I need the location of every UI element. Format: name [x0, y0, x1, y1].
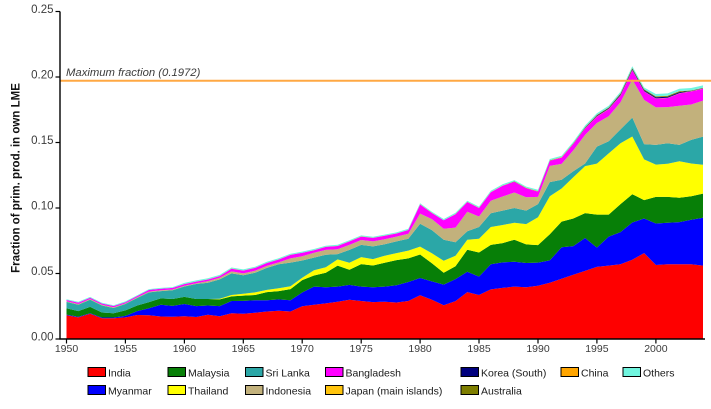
svg-text:China: China	[581, 368, 609, 380]
svg-text:Australia: Australia	[481, 386, 522, 398]
svg-text:Others: Others	[643, 368, 675, 380]
svg-text:Sri Lanka: Sri Lanka	[266, 368, 311, 380]
svg-text:Fraction of prim. prod. in own: Fraction of prim. prod. in own LME	[11, 83, 23, 273]
svg-text:Malaysia: Malaysia	[188, 368, 230, 380]
svg-text:0.20: 0.20	[31, 70, 53, 82]
svg-text:Maximum fraction (0.1972): Maximum fraction (0.1972)	[66, 67, 201, 79]
svg-text:0.10: 0.10	[31, 201, 53, 213]
svg-text:1970: 1970	[291, 343, 315, 355]
svg-text:Japan (main islands): Japan (main islands)	[346, 386, 443, 398]
svg-text:0.00: 0.00	[31, 332, 53, 344]
svg-text:1965: 1965	[232, 343, 256, 355]
svg-text:1980: 1980	[408, 343, 432, 355]
svg-text:Korea (South): Korea (South)	[481, 368, 546, 380]
svg-text:1990: 1990	[526, 343, 550, 355]
svg-text:Myanmar: Myanmar	[108, 386, 152, 398]
svg-text:0.25: 0.25	[31, 4, 53, 16]
svg-text:1995: 1995	[585, 343, 609, 355]
svg-text:0.05: 0.05	[31, 266, 53, 278]
svg-text:Bangladesh: Bangladesh	[346, 368, 402, 380]
svg-text:1955: 1955	[114, 343, 138, 355]
svg-text:Thailand: Thailand	[188, 386, 228, 398]
svg-text:1975: 1975	[350, 343, 374, 355]
svg-text:India: India	[108, 368, 131, 380]
svg-text:Indonesia: Indonesia	[266, 386, 312, 398]
svg-text:1960: 1960	[173, 343, 197, 355]
svg-text:1985: 1985	[467, 343, 491, 355]
svg-text:0.15: 0.15	[31, 135, 53, 147]
svg-text:2000: 2000	[644, 343, 668, 355]
svg-text:1950: 1950	[55, 343, 79, 355]
